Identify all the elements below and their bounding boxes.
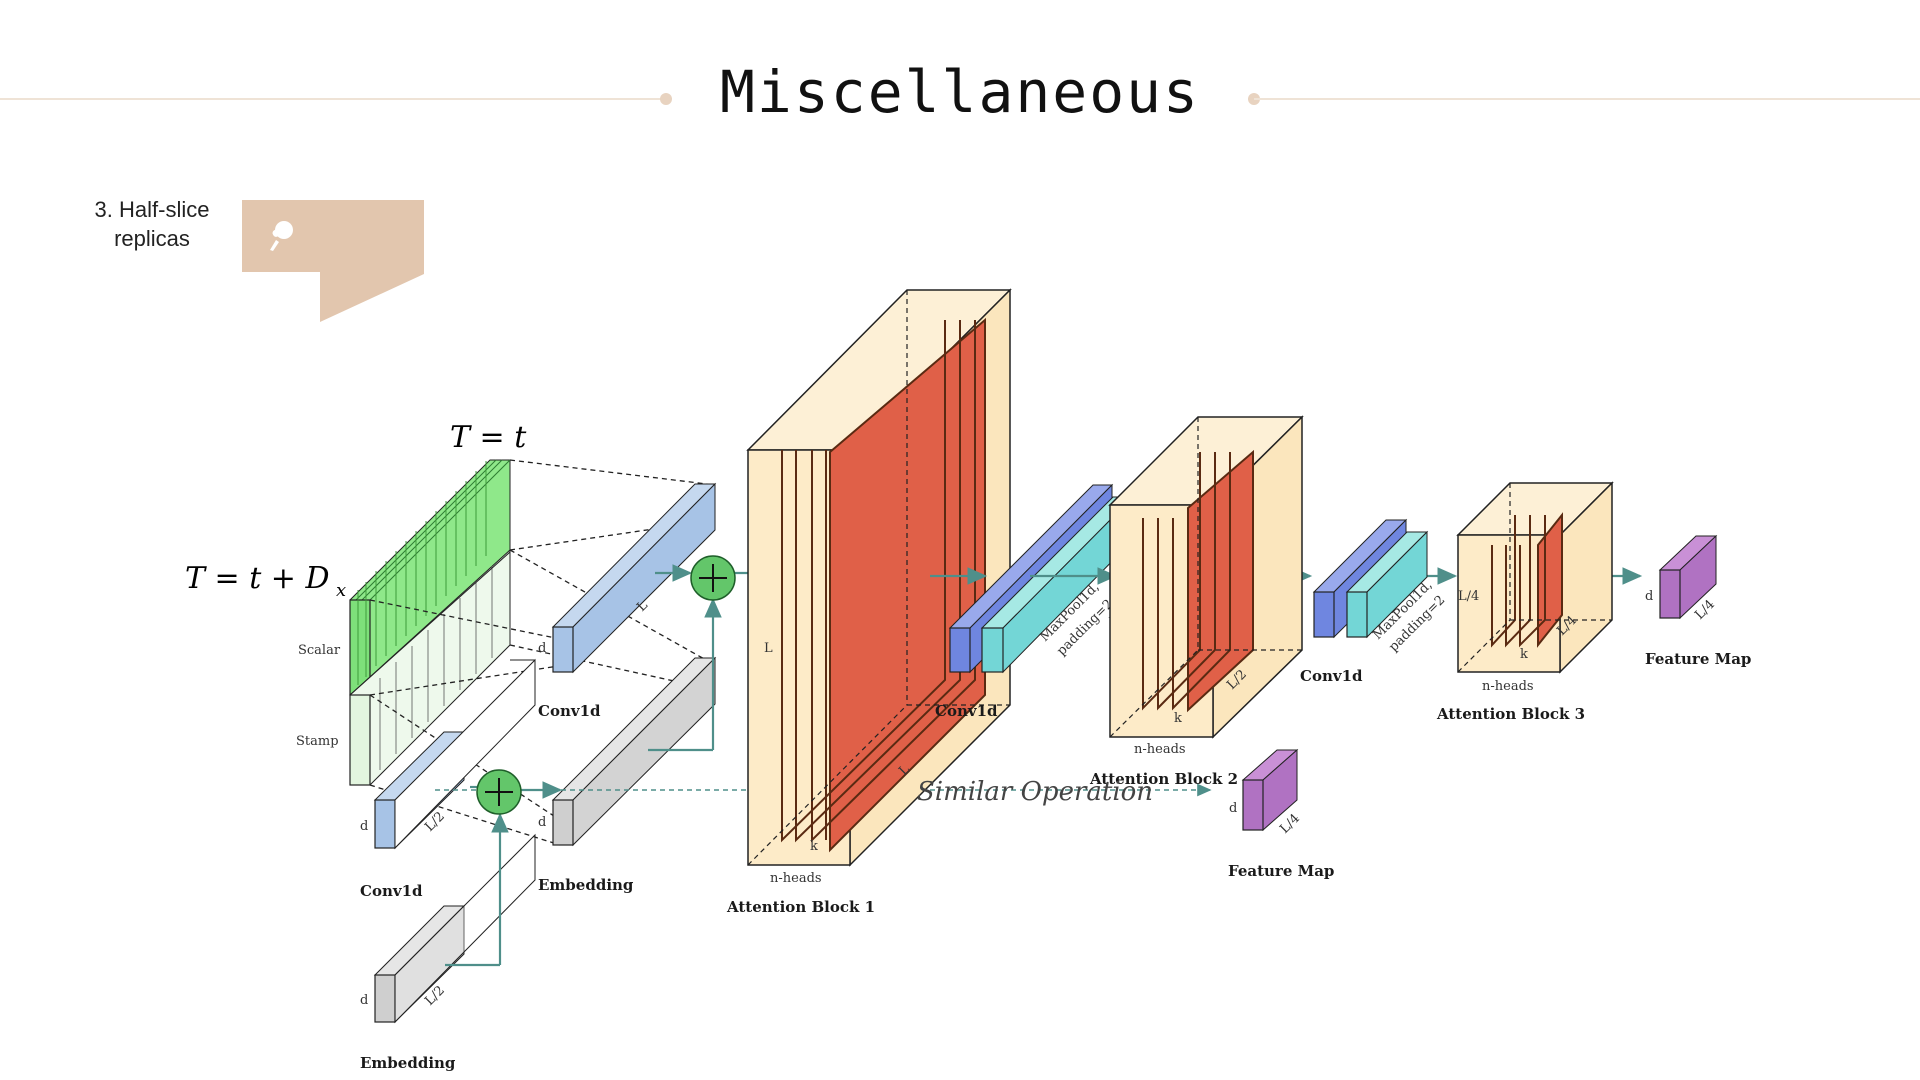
dim-d-conv-top: d [538, 641, 546, 656]
input-slices [349, 459, 511, 786]
header-line-left [0, 98, 664, 100]
label-feature-map-bottom: Feature Map [1228, 862, 1334, 880]
conv1d-top-bar [551, 482, 717, 674]
label-feature-map-top: Feature Map [1645, 650, 1751, 668]
dim-L4-fm-bottom: L/4 [1277, 811, 1303, 837]
label-embedding-bottom: Embedding [360, 1054, 456, 1072]
label-stamp: Stamp [296, 734, 339, 749]
attention-block-1 [746, 288, 1012, 867]
dim-k-attn1: k [810, 839, 818, 854]
plus-node-bottom [476, 769, 522, 815]
label-t-eq-t-dx: T = t + D [185, 561, 330, 596]
dim-d-fm-top: d [1645, 589, 1653, 604]
label-similar-operation: Similar Operation [917, 777, 1153, 807]
slide-note: 3. Half-slice replicas [94, 197, 210, 251]
attention-block-2 [1108, 415, 1304, 739]
label-scalar: Scalar [298, 643, 341, 658]
slide-title: Miscellaneous [720, 58, 1200, 126]
label-t-eq-t: T = t [450, 420, 527, 455]
dim-nheads-attn3: n-heads [1482, 679, 1534, 694]
label-embedding-mid: Embedding [538, 876, 634, 894]
conv-maxpool-b [1312, 518, 1429, 639]
embedding-bottom-bar [373, 833, 536, 1024]
plus-node-top [690, 555, 736, 601]
dim-L4-attn3: L/4 [1458, 589, 1479, 604]
header-dot-left [660, 93, 672, 105]
dim-k-attn2: k [1174, 711, 1182, 726]
header-line-right [1254, 98, 1920, 100]
label-dx-subscript: x [336, 580, 346, 601]
label-conv1d-left: Conv1d [360, 882, 423, 900]
dim-d-emb-mid: d [538, 815, 546, 830]
label-conv1d-top: Conv1d [538, 702, 601, 720]
feature-map-top [1658, 534, 1718, 620]
label-attention-block-2: Attention Block 2 [1089, 770, 1238, 788]
dim-nheads-attn2: n-heads [1134, 742, 1186, 757]
feature-map-bottom [1241, 748, 1299, 832]
dim-L-attn1: L [764, 641, 773, 656]
embedding-mid-bar [551, 656, 717, 847]
label-attention-block-3: Attention Block 3 [1436, 705, 1585, 723]
dim-d-fm-bottom: d [1229, 801, 1237, 816]
attention-block-3 [1456, 481, 1614, 674]
label-conv1d-a: Conv1d [935, 702, 998, 720]
dim-k-attn3: k [1520, 647, 1528, 662]
dim-d-emb-bottom: d [360, 993, 368, 1008]
pin-icon [270, 221, 293, 251]
note-badge [242, 200, 424, 322]
dim-nheads-attn1: n-heads [770, 871, 822, 886]
conv-maxpool-a [948, 483, 1135, 674]
label-conv1d-b: Conv1d [1300, 667, 1363, 685]
label-attention-block-1: Attention Block 1 [726, 898, 875, 916]
dim-d-conv-left: d [360, 819, 368, 834]
